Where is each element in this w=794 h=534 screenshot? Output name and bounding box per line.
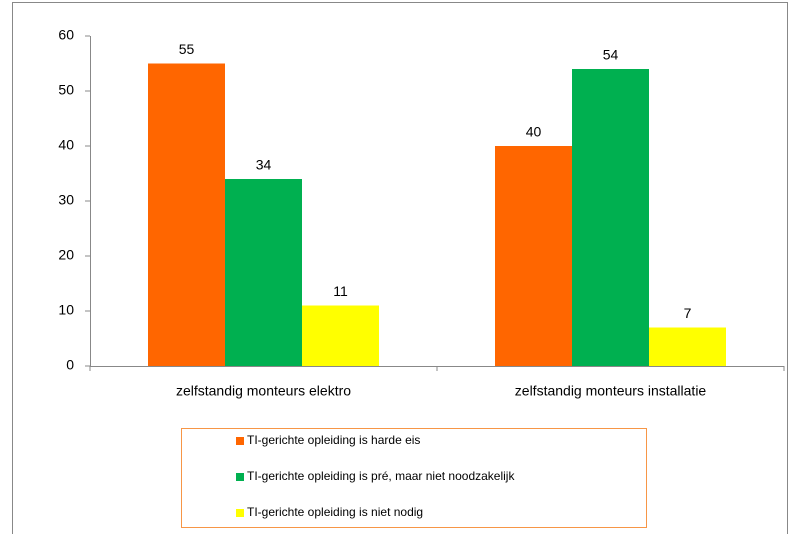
legend-swatch: [236, 509, 244, 517]
y-tick-label: 20: [58, 247, 74, 263]
legend-swatch: [236, 437, 244, 445]
value-label: 7: [684, 305, 692, 321]
bar: [572, 69, 649, 366]
value-label: 55: [179, 41, 195, 57]
y-tick-label: 50: [58, 82, 74, 98]
x-tick-label: zelfstandig monteurs elektro: [176, 383, 351, 399]
value-label: 34: [256, 157, 272, 173]
y-tick-label: 30: [58, 192, 74, 208]
legend-box: [181, 428, 647, 528]
y-tick-label: 60: [58, 27, 74, 43]
x-tick-label: zelfstandig monteurs installatie: [515, 383, 707, 399]
legend-label: TI-gerichte opleiding is niet nodig: [247, 505, 423, 519]
y-tick-label: 0: [66, 357, 74, 373]
value-label: 54: [603, 47, 619, 63]
y-tick-label: 40: [58, 137, 74, 153]
chart-border: [12, 2, 788, 534]
bar: [495, 146, 572, 366]
y-tick-label: 10: [58, 302, 74, 318]
bar: [649, 327, 726, 366]
legend-label: TI-gerichte opleiding is harde eis: [247, 433, 420, 447]
legend-label: TI-gerichte opleiding is pré, maar niet …: [247, 469, 515, 483]
legend-swatch: [236, 473, 244, 481]
bar: [225, 179, 302, 366]
value-label: 11: [333, 283, 348, 299]
value-label: 40: [526, 124, 542, 140]
bar: [302, 305, 379, 366]
bar: [148, 63, 225, 366]
